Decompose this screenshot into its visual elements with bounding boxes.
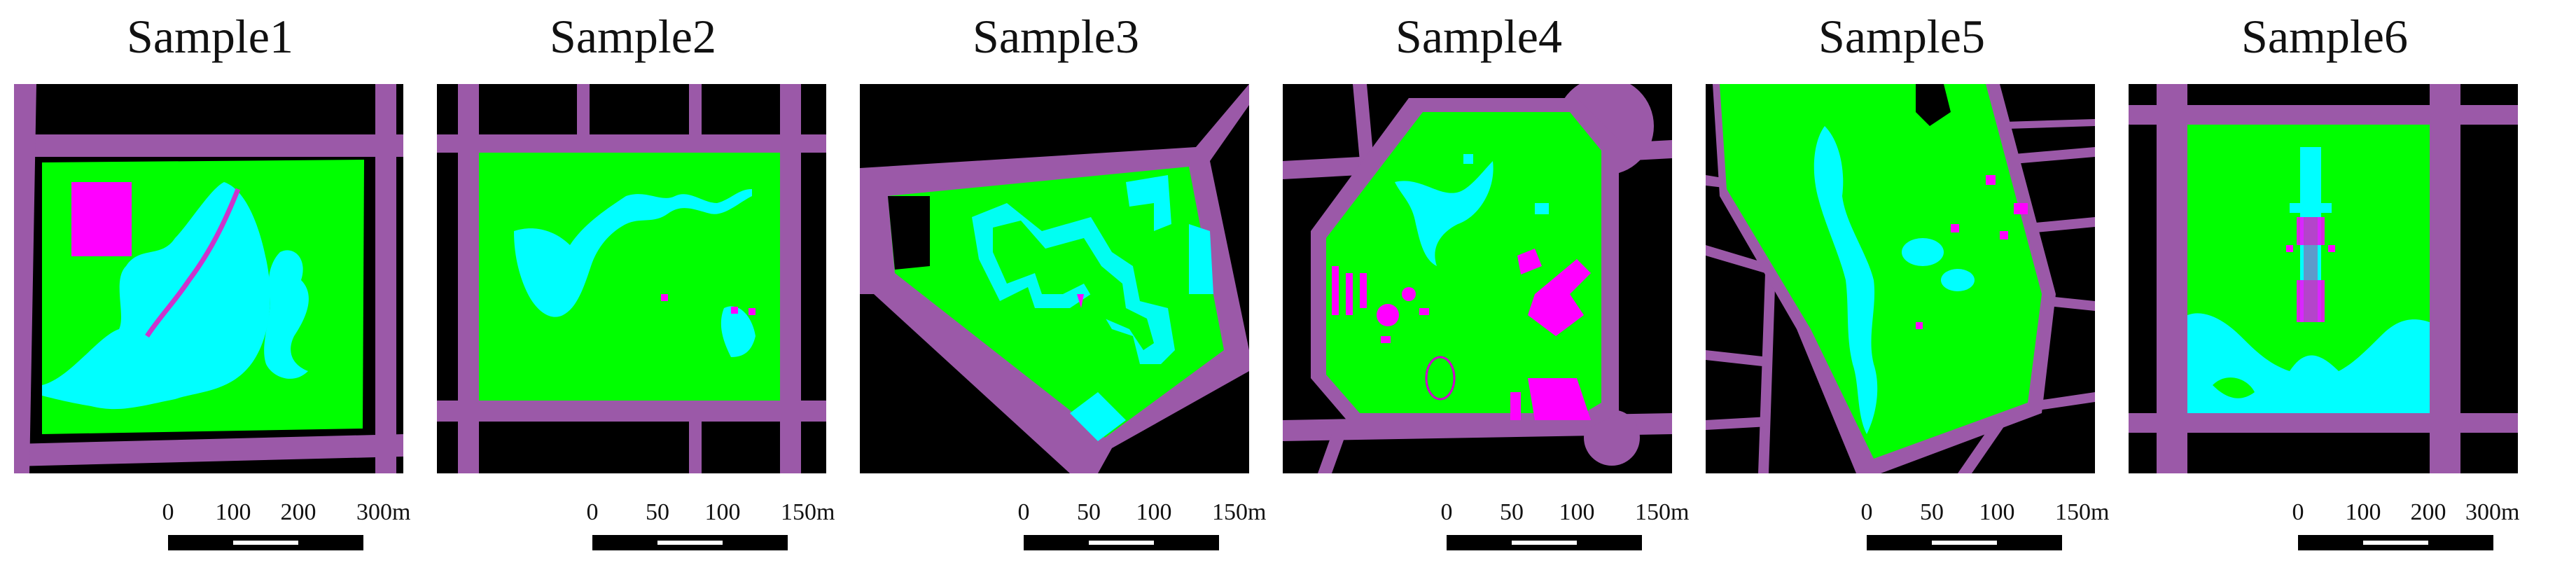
scale-tick-1: 100 <box>215 499 251 525</box>
sample-map-4 <box>1283 84 1672 473</box>
sample-panel-4: Sample4 0 50 100 150m <box>1283 0 1689 563</box>
sample-map-3 <box>860 84 1249 473</box>
scale-tick-0: 0 <box>2292 499 2304 525</box>
scale-tick-1: 50 <box>1920 499 1944 525</box>
scale-tick-1: 50 <box>646 499 669 525</box>
scale-tick-2: 100 <box>1979 499 2015 525</box>
scale-tick-2: 200 <box>280 499 316 525</box>
scale-tick-2: 200 <box>2410 499 2446 525</box>
scale-tick-2: 100 <box>1136 499 1172 525</box>
sample-panel-1: Sample1 0 100 200 300m <box>14 0 410 563</box>
scale-tick-3: 150m <box>1635 499 1690 525</box>
sample-panel-2: Sample2 0 50 100 150m <box>437 0 835 563</box>
scale-bar: 0 50 100 150m <box>577 499 835 555</box>
scale-tick-3: 300m <box>2465 499 2520 525</box>
sample-panel-5: Sample5 0 50 100 150m <box>1706 0 2109 563</box>
sample-title: Sample5 <box>1818 10 1985 63</box>
scale-tick-3: 150m <box>1212 499 1267 525</box>
sample-map-1 <box>14 84 403 473</box>
sample-map-5 <box>1706 84 2095 473</box>
scale-bar: 0 100 200 300m <box>154 499 410 555</box>
scale-bar-line <box>2298 535 2493 550</box>
scale-bar: 0 50 100 150m <box>1846 499 2109 555</box>
scale-bar-line <box>1024 535 1219 550</box>
scale-bar-line <box>592 535 788 550</box>
scale-tick-0: 0 <box>586 499 599 525</box>
scale-bar-line <box>168 535 363 550</box>
scale-tick-1: 50 <box>1500 499 1524 525</box>
sample-title: Sample1 <box>127 10 293 63</box>
sample-map-2 <box>437 84 826 473</box>
scale-tick-1: 100 <box>2345 499 2381 525</box>
sample-panel-3: Sample3 0 50 100 150m <box>860 0 1266 563</box>
scale-bar: 0 50 100 150m <box>1000 499 1266 555</box>
scale-tick-2: 100 <box>704 499 741 525</box>
scale-tick-1: 50 <box>1077 499 1101 525</box>
sample-map-6 <box>2129 84 2518 473</box>
sample-title: Sample2 <box>550 10 716 63</box>
scale-bar: 0 100 200 300m <box>2269 499 2519 555</box>
scale-tick-2: 100 <box>1559 499 1595 525</box>
scale-bar: 0 50 100 150m <box>1423 499 1689 555</box>
scale-tick-0: 0 <box>1017 499 1030 525</box>
scale-tick-0: 0 <box>1860 499 1873 525</box>
sample-title: Sample3 <box>973 10 1139 63</box>
scale-tick-3: 150m <box>781 499 835 525</box>
sample-title: Sample4 <box>1395 10 1562 63</box>
scale-bar-line <box>1447 535 1642 550</box>
scale-tick-3: 300m <box>356 499 411 525</box>
sample-panel-6: Sample6 0 100 200 300m <box>2129 0 2521 563</box>
scale-tick-3: 150m <box>2055 499 2110 525</box>
scale-bar-line <box>1867 535 2062 550</box>
scale-tick-0: 0 <box>162 499 174 525</box>
scale-tick-0: 0 <box>1440 499 1453 525</box>
sample-title: Sample6 <box>2241 10 2408 63</box>
